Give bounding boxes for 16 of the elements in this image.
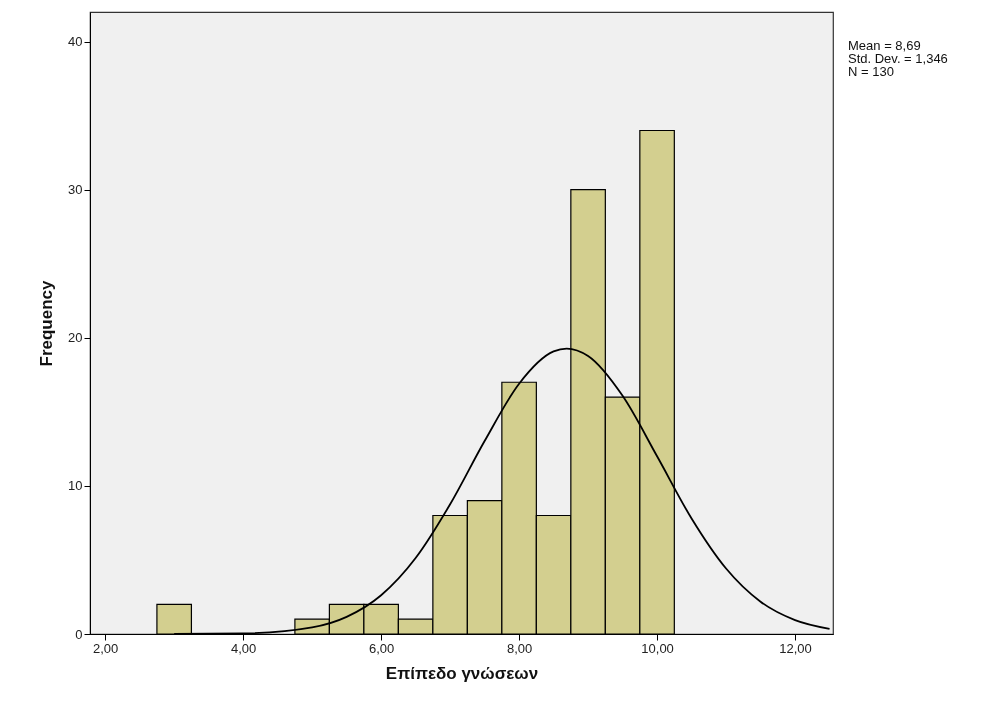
y-tick-label: 20 xyxy=(68,330,83,346)
x-tick-label: 10,00 xyxy=(641,640,674,656)
text: Std. Dev. = 1,346 xyxy=(848,51,948,66)
x-tick-label: 4,00 xyxy=(231,640,257,656)
y-axis-title: Frequency xyxy=(37,279,57,367)
text: N = 130 xyxy=(848,64,894,79)
x-tick-label: 12,00 xyxy=(779,640,812,656)
y-tick-label: 10 xyxy=(68,478,83,494)
y-tick-label: 30 xyxy=(68,182,83,198)
x-axis-title: Επίπεδο γνώσεων xyxy=(385,663,539,683)
text: Mean = 8,69 xyxy=(848,38,921,53)
x-tick-label: 8,00 xyxy=(506,640,533,656)
y-tick-label: 40 xyxy=(68,34,83,50)
x-tick-label: 2,00 xyxy=(93,640,119,656)
x-tick-label: 6,00 xyxy=(368,640,395,656)
y-tick-label: 0 xyxy=(75,626,83,642)
